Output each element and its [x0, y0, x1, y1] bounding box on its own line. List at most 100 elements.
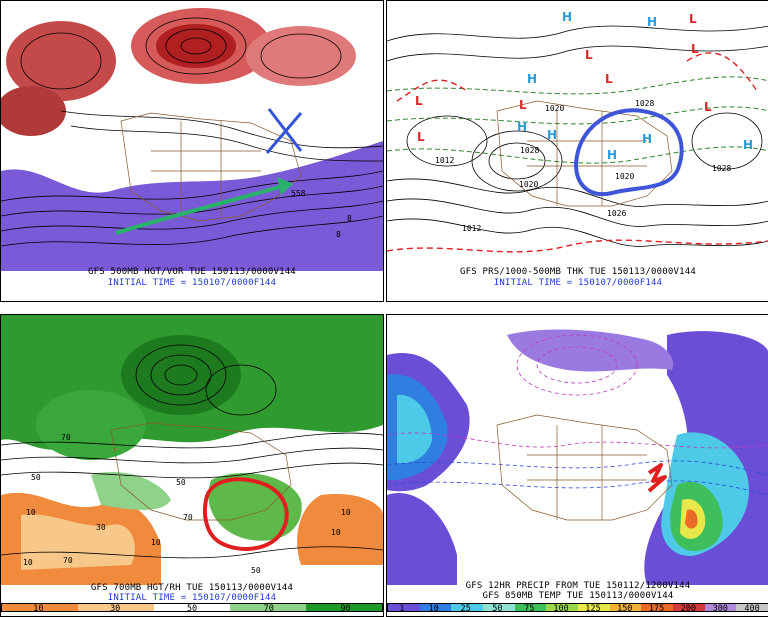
panel-subtitle: INITIAL TIME = 150107/0000F144 [107, 278, 277, 288]
scale-label: 10 [33, 604, 44, 614]
pressure-label: 1020 [615, 172, 634, 181]
scale-swatch [306, 604, 382, 611]
panel-pressure-thickness: 1028 1020 1020 1012 1028 1028 1026 1012 … [386, 0, 768, 302]
field-label: 10 [331, 528, 341, 537]
field-label: 10 [26, 508, 36, 517]
pressure-label: 1028 [712, 164, 731, 173]
scale-swatch [736, 604, 768, 611]
panel-subtitle: INITIAL TIME = 150107/0000F144 [107, 593, 277, 603]
high-pressure-label: H [527, 72, 537, 86]
scale-label: 25 [460, 604, 471, 614]
high-pressure-label: H [743, 138, 753, 152]
scale-label: 300 [712, 604, 728, 614]
high-pressure-label: H [607, 148, 617, 162]
high-pressure-label: H [647, 15, 657, 29]
field-label: 50 [251, 566, 261, 575]
high-pressure-label: H [562, 10, 572, 24]
scale-label: 10 [428, 604, 439, 614]
high-pressure-label: H [547, 128, 557, 142]
field-label: 50 [176, 478, 186, 487]
scale-label: 90 [340, 604, 351, 614]
scale-label: 1 [399, 604, 405, 614]
field-label: 70 [61, 433, 71, 442]
contour-label: 8 [336, 230, 341, 239]
scale-label: 50 [186, 604, 198, 614]
precip-color-scale [387, 603, 768, 612]
scale-swatch [451, 604, 484, 611]
scale-swatch [388, 604, 420, 611]
scale-swatch [154, 604, 230, 611]
vorticity-map: 558 8 8 [1, 1, 383, 271]
panel-title: GFS 700MB HGT/RH TUE 150113/0000V144 [90, 583, 294, 593]
panel-subtitle: INITIAL TIME = 150107/0000F144 [493, 278, 663, 288]
red-squiggle-icon [647, 463, 667, 493]
panel-title-2: GFS 850MB TEMP TUE 150113/0000V144 [482, 591, 674, 601]
panel-precip-850mb-temp: GFS 12HR PRECIP FROM TUE 150112/1200V144… [386, 314, 768, 617]
field-label: 70 [63, 556, 73, 565]
scale-swatch [609, 604, 642, 611]
low-pressure-label: L [585, 48, 593, 62]
field-label: 10 [341, 508, 351, 517]
scale-swatch [704, 604, 737, 611]
panel-500mb-vorticity: 558 8 8 GFS 500MB HGT/VOR TUE 150113/000… [0, 0, 384, 302]
low-pressure-label: L [415, 94, 423, 108]
scale-label: 70 [263, 604, 274, 614]
precip-color-bar [387, 603, 768, 612]
blue-circle-outline-icon [574, 108, 684, 197]
high-pressure-label: H [517, 120, 527, 134]
rh-scale-labels: 10 30 50 70 90 [0, 604, 384, 615]
scale-swatch [546, 604, 579, 611]
precip-map [387, 315, 768, 616]
field-label: 50 [31, 473, 41, 482]
high-pressure-label: H [642, 132, 652, 146]
low-pressure-label: L [417, 130, 425, 144]
field-label: 30 [96, 523, 106, 532]
scale-swatch [578, 604, 610, 611]
pressure-label: 1028 [635, 99, 654, 108]
low-pressure-label: L [691, 42, 699, 56]
low-pressure-label: L [519, 98, 527, 112]
scale-swatch [673, 604, 705, 611]
red-circle-outline-icon [202, 477, 289, 551]
panel-title: GFS 500MB HGT/VOR TUE 150113/0000V144 [88, 267, 296, 277]
low-pressure-label: L [704, 100, 712, 114]
scale-swatch [419, 604, 452, 611]
scale-label: 175 [648, 604, 665, 614]
low-pressure-label: L [605, 72, 613, 86]
pressure-map: 1028 1020 1020 1012 1028 1028 1026 1012 … [387, 10, 768, 253]
scale-label: 150 [617, 604, 633, 614]
pressure-label: 1020 [545, 104, 564, 113]
scale-label: 200 [680, 604, 697, 614]
panel-700mb-rh: 10 10 50 70 30 10 50 70 10 10 70 50 GFS … [0, 314, 384, 617]
scale-label: 75 [524, 604, 535, 614]
panel-title: GFS PRS/1000-500MB THK TUE 150113/0000V1… [460, 267, 696, 277]
scale-swatch [483, 604, 515, 611]
scale-label: 125 [585, 604, 601, 614]
scale-swatch [514, 604, 547, 611]
green-arrow-icon [115, 177, 293, 235]
pressure-label: 1012 [462, 224, 481, 233]
scale-label: 50 [492, 604, 503, 614]
scale-label: 400 [744, 604, 760, 614]
scale-swatch [2, 604, 78, 611]
pressure-label: 1020 [519, 180, 538, 189]
pressure-label: 1026 [607, 209, 626, 218]
contour-label: 8 [347, 214, 352, 223]
panel-title: GFS 12HR PRECIP FROM TUE 150112/1200V144 [465, 581, 691, 591]
rh-color-scale [1, 603, 383, 612]
scale-swatch [78, 604, 154, 611]
contour-label: 558 [291, 189, 306, 198]
field-label: 10 [151, 538, 161, 547]
blue-x-mark-icon [265, 108, 303, 154]
scale-swatch [641, 604, 674, 611]
field-label: 10 [23, 558, 33, 567]
scale-label: 30 [110, 604, 121, 614]
scale-swatch [230, 604, 306, 611]
pressure-label: 1012 [435, 156, 454, 165]
pressure-label: 1028 [520, 146, 539, 155]
rh-color-bar [1, 603, 383, 612]
low-pressure-label: L [689, 12, 697, 26]
field-label: 70 [183, 513, 193, 522]
rh-map: 10 10 50 70 30 10 50 70 10 10 70 50 [1, 315, 383, 616]
precip-scale-labels: 1 10 25 50 75 100 125 150 175 200 300 400 [386, 604, 768, 615]
